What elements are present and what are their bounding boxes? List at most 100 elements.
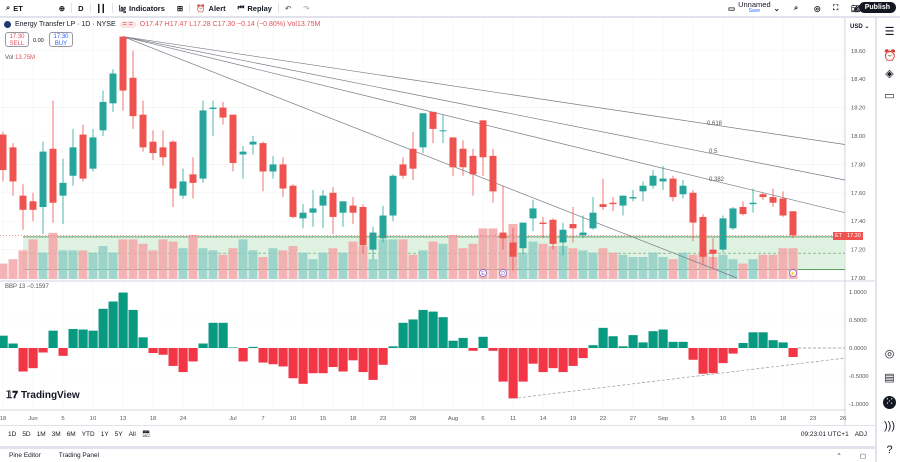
candle-body bbox=[229, 114, 237, 163]
watchlist-icon[interactable]: ☰ bbox=[884, 26, 895, 38]
buy-button[interactable]: 17.30 BUY bbox=[49, 32, 73, 47]
candle bbox=[279, 157, 287, 198]
candle bbox=[489, 148, 497, 203]
indicators-button[interactable]: ㏒ Indicators bbox=[113, 0, 171, 17]
volume-bar bbox=[778, 248, 788, 279]
legend-toggle-button[interactable]: = = bbox=[119, 21, 136, 28]
bbp-bar bbox=[348, 348, 358, 361]
candle bbox=[709, 238, 717, 269]
bbp-bar bbox=[178, 348, 188, 373]
templates-button[interactable]: ⊞ bbox=[171, 0, 189, 17]
redo-button[interactable]: ↷ bbox=[297, 0, 315, 17]
bbp-bar bbox=[218, 322, 228, 348]
volume-bar bbox=[198, 248, 208, 279]
replay-button[interactable]: ⏮ Replay bbox=[232, 0, 278, 17]
tab-trading-panel[interactable]: Trading Panel bbox=[58, 452, 100, 459]
timeframe-5d[interactable]: 5D bbox=[22, 430, 31, 438]
candle-body bbox=[69, 147, 77, 176]
volume-bar bbox=[298, 252, 308, 279]
chat-icon[interactable]: ▭ bbox=[884, 90, 895, 102]
timeframe-all[interactable]: All bbox=[128, 430, 136, 438]
volume-bar bbox=[468, 243, 478, 279]
volume-bar bbox=[688, 254, 698, 279]
timeframe-5y[interactable]: 5Y bbox=[114, 430, 123, 438]
timeframe-3m[interactable]: 3M bbox=[51, 430, 61, 438]
quick-search-button[interactable]: ⌕ bbox=[788, 0, 804, 17]
candle bbox=[499, 185, 507, 250]
candle bbox=[99, 90, 107, 136]
volume-bar bbox=[588, 252, 598, 279]
volume-bar bbox=[448, 235, 458, 279]
adj-toggle[interactable]: ADJ bbox=[854, 430, 867, 438]
replay-label: Replay bbox=[247, 3, 272, 13]
time-tick-label: 19 bbox=[570, 416, 576, 422]
candle-body bbox=[429, 111, 437, 129]
event-marker: E bbox=[479, 269, 487, 277]
calendar-icon[interactable]: ▤ bbox=[884, 372, 895, 384]
candle-body bbox=[9, 147, 17, 182]
symbol-search[interactable]: ⌕ ET bbox=[0, 0, 29, 17]
chevron-up-icon[interactable]: ⌃ bbox=[836, 452, 842, 460]
volume-bar bbox=[398, 239, 408, 279]
indicator-tick-label: -0.5000 bbox=[849, 374, 869, 380]
snapshot-button[interactable]: 📷︎ bbox=[845, 0, 867, 17]
candle bbox=[609, 197, 617, 212]
timeframe-1m[interactable]: 1M bbox=[36, 430, 46, 438]
candle bbox=[549, 218, 557, 250]
price-tick-label: 18.20 bbox=[851, 106, 866, 112]
bbp-bar bbox=[188, 348, 198, 362]
publish-button[interactable]: Publish bbox=[858, 2, 896, 13]
candle bbox=[669, 175, 677, 202]
timeframe-6m[interactable]: 6M bbox=[66, 430, 76, 438]
apps-icon[interactable]: ⁙ bbox=[883, 396, 896, 409]
volume-bar bbox=[438, 243, 448, 279]
currency-select[interactable]: USD ⌄ bbox=[850, 23, 869, 30]
indicator-tick-label: 0.5000 bbox=[849, 318, 867, 324]
timeframe-1y[interactable]: 1Y bbox=[100, 430, 109, 438]
volume-bar bbox=[528, 241, 538, 279]
interval-button[interactable]: D bbox=[72, 0, 89, 17]
undo-button[interactable]: ↶ bbox=[279, 0, 297, 17]
alarm-clock-icon[interactable]: ⏰ bbox=[883, 50, 897, 62]
settings-button[interactable]: ◎ bbox=[808, 0, 827, 17]
candle-body bbox=[679, 185, 687, 195]
candle bbox=[649, 170, 657, 189]
bbp-bar bbox=[568, 348, 578, 366]
candle bbox=[289, 184, 297, 219]
right-sidebar: ☰ ⏰ ◈ ▭ ◎ ▤ ⁙ ))) ? bbox=[875, 18, 900, 462]
layout-name: Unnamed bbox=[738, 0, 771, 9]
timeframe-ytd[interactable]: YTD bbox=[81, 430, 95, 438]
candle bbox=[419, 113, 427, 154]
candle-body bbox=[329, 192, 337, 217]
indicator-legend[interactable]: BBP 13 −0.1597 bbox=[5, 284, 49, 290]
bbp-bar bbox=[308, 348, 318, 374]
layout-button[interactable]: ▭ Unnamed Save ⌄ bbox=[722, 0, 786, 17]
time-tick-label: 27 bbox=[630, 416, 636, 422]
timeframe-1d[interactable]: 1D bbox=[8, 430, 17, 438]
layers-icon[interactable]: ◈ bbox=[885, 68, 894, 80]
tv-logo-icon: 𝟙𝟕 bbox=[6, 390, 18, 401]
candle-body bbox=[689, 192, 697, 223]
candle-body bbox=[709, 249, 717, 254]
date-range-icon[interactable]: 📅︎ bbox=[141, 431, 151, 438]
fullscreen-button[interactable]: ⛶ bbox=[827, 0, 844, 17]
volume-bar bbox=[538, 243, 548, 279]
buy-label: BUY bbox=[54, 41, 68, 47]
symbol-title[interactable]: Energy Transfer LP · 1D · NYSE bbox=[15, 21, 116, 28]
time-tick-label: 28 bbox=[410, 416, 416, 422]
target-icon[interactable]: ◎ bbox=[884, 348, 895, 360]
alert-button[interactable]: ⏰ Alert bbox=[190, 0, 231, 17]
compare-button[interactable]: ⊕ bbox=[53, 0, 71, 17]
spread-value: 0.00 bbox=[33, 38, 44, 44]
candle bbox=[159, 130, 167, 166]
chart-type-button[interactable]: ┃┃ bbox=[91, 0, 112, 17]
sell-button[interactable]: 17.30 SELL bbox=[5, 32, 29, 47]
tab-pine-editor[interactable]: Pine Editor bbox=[9, 452, 41, 459]
candle bbox=[329, 187, 337, 234]
price-tick-label: 18.00 bbox=[851, 134, 866, 140]
maximize-icon[interactable]: ▢ bbox=[859, 452, 866, 460]
clock[interactable]: 09:23:01 UTC+1 bbox=[800, 430, 849, 438]
signal-icon[interactable]: ))) bbox=[884, 420, 895, 432]
help-icon[interactable]: ? bbox=[886, 444, 893, 456]
